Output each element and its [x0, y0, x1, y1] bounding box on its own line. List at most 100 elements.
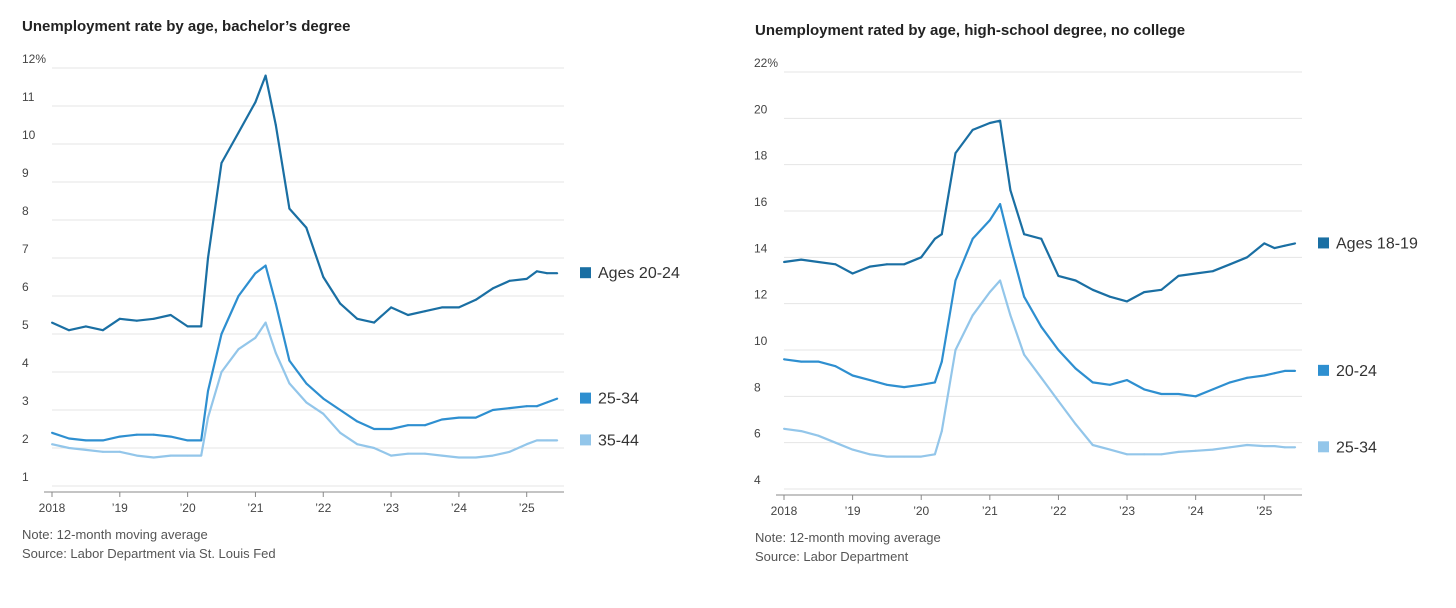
data-point	[868, 379, 871, 382]
data-point	[988, 219, 991, 222]
data-point	[207, 416, 209, 419]
data-point	[207, 390, 209, 392]
data-point	[1246, 376, 1249, 379]
y-tick-label: 16	[754, 195, 768, 209]
data-point	[1074, 279, 1077, 282]
data-point	[546, 272, 548, 275]
data-point	[535, 439, 538, 442]
legend-swatch	[1318, 237, 1329, 249]
data-point	[971, 128, 974, 131]
data-point	[535, 270, 538, 273]
data-point	[1023, 353, 1026, 356]
data-point	[152, 317, 155, 320]
data-point	[440, 306, 443, 309]
chart-note: Note: 12-month moving average Source: La…	[22, 525, 276, 563]
data-point	[1194, 395, 1197, 398]
data-point	[1009, 189, 1012, 192]
chart-note: Note: 12-month moving average Source: La…	[755, 528, 941, 566]
data-point	[940, 233, 943, 236]
data-point	[1023, 295, 1026, 298]
data-point	[220, 371, 223, 373]
data-point	[783, 261, 785, 263]
data-point	[783, 358, 785, 361]
data-point	[903, 386, 906, 389]
data-point	[424, 310, 426, 313]
data-point	[339, 431, 342, 434]
data-point	[356, 317, 359, 320]
data-point	[474, 416, 477, 419]
data-point	[1040, 376, 1043, 379]
y-tick-label: 12	[754, 288, 768, 302]
data-point	[200, 325, 203, 328]
y-tick-label: 8	[22, 204, 29, 218]
data-point	[1160, 288, 1163, 291]
data-point	[356, 443, 359, 446]
data-point	[474, 456, 477, 459]
data-point	[933, 453, 936, 456]
data-point	[1009, 314, 1012, 317]
data-point	[535, 405, 538, 408]
x-tick-label: ’19	[112, 501, 128, 515]
data-point	[118, 317, 121, 320]
series-line	[783, 279, 1296, 458]
data-point	[51, 321, 53, 324]
legend-label: Ages 20-24	[598, 265, 680, 282]
data-point	[68, 447, 70, 449]
data-point	[237, 295, 240, 297]
data-point	[207, 257, 209, 259]
data-point	[1126, 453, 1128, 456]
data-point	[237, 348, 240, 351]
y-tick-label: 12%	[22, 52, 46, 66]
x-tick-label: 2018	[771, 504, 798, 518]
data-point	[457, 306, 460, 309]
series-line	[51, 264, 558, 442]
data-point	[971, 314, 974, 317]
data-point	[971, 237, 974, 240]
y-tick-label: 6	[754, 427, 761, 441]
data-point	[322, 397, 325, 400]
data-point	[1057, 349, 1060, 351]
source-text: Source: Labor Department	[755, 549, 909, 564]
series-line	[51, 321, 558, 459]
data-point	[1143, 453, 1146, 456]
y-tick-label: 14	[754, 241, 768, 255]
legend-swatch	[580, 392, 591, 404]
y-tick-label: 18	[754, 149, 768, 163]
data-point	[101, 439, 104, 442]
data-point	[440, 418, 443, 421]
data-point	[834, 263, 837, 266]
data-point	[491, 409, 494, 411]
x-tick-label: 2018	[39, 501, 66, 515]
data-point	[851, 374, 854, 377]
x-tick-label: ’22	[1050, 504, 1066, 518]
data-point	[954, 279, 957, 282]
data-point	[954, 152, 957, 155]
data-point	[1108, 295, 1111, 298]
y-tick-label: 10	[754, 334, 768, 348]
data-point	[1229, 381, 1231, 384]
data-point	[1211, 270, 1214, 273]
x-tick-label: ’21	[247, 501, 263, 515]
data-point	[1263, 374, 1266, 377]
data-point	[305, 226, 308, 229]
data-point	[407, 314, 409, 316]
y-tick-label: 10	[22, 128, 36, 142]
data-point	[373, 428, 376, 430]
data-point	[556, 439, 559, 442]
data-point	[1294, 369, 1297, 372]
legend-label: 25-34	[1336, 439, 1377, 456]
data-point	[1108, 448, 1111, 451]
data-point	[1126, 300, 1128, 303]
data-point	[220, 162, 223, 164]
data-point	[1091, 381, 1094, 384]
chart-panel-bachelors: Unemployment rate by age, bachelor’s deg…	[0, 0, 720, 608]
data-point	[305, 401, 308, 404]
data-point	[84, 448, 87, 451]
data-point	[1057, 274, 1060, 277]
data-point	[1273, 445, 1276, 448]
data-point	[1283, 369, 1286, 372]
line-chart-high-school: 4 6 8 10 12 14 16 18 20 22% 2018 ’19 ’20 ’21 ’22 ’23 ’24…	[754, 56, 1418, 518]
data-point	[1194, 449, 1197, 452]
x-tick-label: ’20	[913, 504, 929, 518]
data-point	[407, 424, 409, 427]
